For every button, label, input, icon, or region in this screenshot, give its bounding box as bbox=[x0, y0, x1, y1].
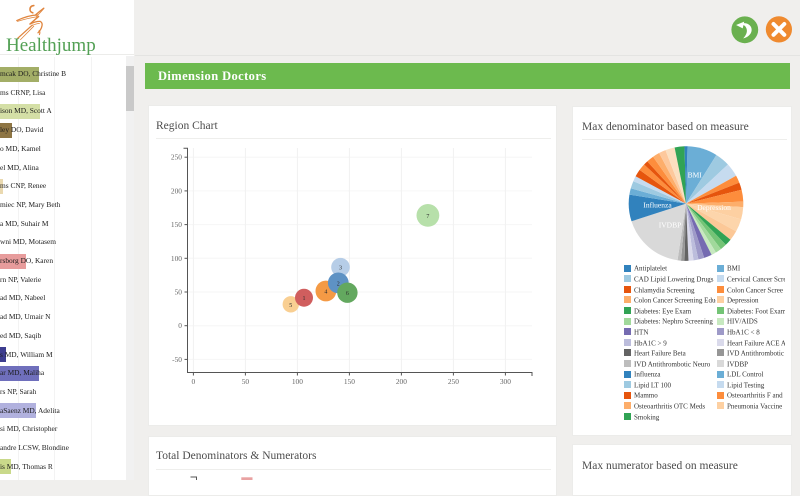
svg-text:4: 4 bbox=[324, 290, 327, 296]
svg-text:50: 50 bbox=[242, 377, 250, 386]
svg-text:100: 100 bbox=[292, 377, 303, 386]
svg-text:200: 200 bbox=[396, 377, 407, 386]
svg-text:IVDBP: IVDBP bbox=[659, 220, 682, 229]
svg-text:1: 1 bbox=[303, 296, 306, 302]
svg-text:150: 150 bbox=[171, 220, 182, 229]
svg-text:7: 7 bbox=[426, 214, 429, 220]
svg-text:150: 150 bbox=[344, 377, 355, 386]
svg-text:Depression: Depression bbox=[697, 203, 731, 212]
svg-text:50: 50 bbox=[175, 288, 183, 297]
svg-text:-50: -50 bbox=[172, 355, 182, 364]
svg-text:200: 200 bbox=[171, 186, 182, 195]
svg-text:2: 2 bbox=[337, 281, 340, 287]
svg-text:250: 250 bbox=[448, 377, 459, 386]
svg-text:250: 250 bbox=[171, 153, 182, 162]
svg-text:Influenza: Influenza bbox=[643, 200, 672, 209]
svg-text:0: 0 bbox=[178, 321, 182, 330]
svg-text:3: 3 bbox=[339, 266, 342, 272]
svg-text:Healthjump: Healthjump bbox=[6, 35, 96, 56]
svg-text:0: 0 bbox=[192, 377, 196, 386]
svg-text:5: 5 bbox=[289, 303, 292, 309]
svg-text:BMI: BMI bbox=[688, 170, 703, 179]
svg-text:6: 6 bbox=[346, 291, 349, 297]
svg-text:100: 100 bbox=[171, 254, 182, 263]
svg-text:300: 300 bbox=[500, 377, 511, 386]
